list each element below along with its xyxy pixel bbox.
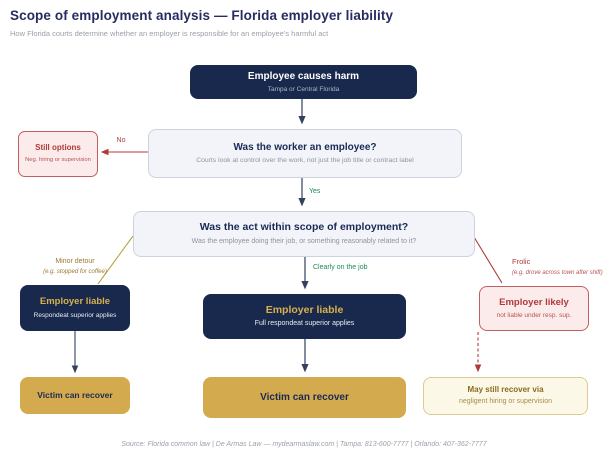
page-title: Scope of employment analysis — Florida e… [10, 8, 394, 23]
node-subtitle: Neg. hiring or supervision [25, 157, 91, 164]
node-subtitle: negligent hiring or supervision [459, 398, 552, 406]
edge-label-yes: Yes [309, 188, 321, 195]
edge-label-frolic-note: (e.g. drove across town after shift) [512, 270, 603, 276]
node-employer-liable-detour: Employer liable Respondeat superior appl… [20, 285, 130, 331]
edge-label-no: No [116, 137, 126, 144]
edge-label-clearly-on-job: Clearly on the job [313, 264, 368, 271]
node-victim-recover-center: Victim can recover [203, 377, 406, 418]
page-subtitle: How Florida courts determine whether an … [10, 29, 329, 38]
node-title: Employer liable [265, 303, 344, 316]
node-title: Victim can recover [260, 392, 349, 403]
node-question-scope-of-employment: Was the act within scope of employment? … [133, 211, 475, 257]
edge-label-minor-detour-note: (e.g. stopped for coffee) [43, 269, 107, 275]
node-subtitle: Tampa or Central Florida [267, 85, 340, 93]
node-question-worker-employee: Was the worker an employee? Courts look … [148, 129, 462, 178]
node-title: May still recover via [467, 385, 544, 395]
node-title: Employer liable [39, 296, 111, 308]
node-title: Was the act within scope of employment? [199, 221, 409, 234]
edge-q2-frolic [473, 236, 503, 284]
node-victim-recover-left: Victim can recover [20, 377, 130, 414]
node-title: Still options [35, 143, 81, 153]
node-title: Employee causes harm [247, 70, 360, 82]
node-subtitle: not liable under resp. sup. [496, 312, 572, 320]
edge-label-minor-detour: Minor detour [55, 258, 95, 265]
node-title: Was the worker an employee? [233, 142, 377, 154]
node-employee-causes-harm: Employee causes harm Tampa or Central Fl… [190, 65, 417, 99]
node-employer-liable-onjob: Employer liable Full respondeat superior… [203, 294, 406, 339]
node-still-options: Still options Neg. hiring or supervision [18, 131, 98, 177]
node-subtitle: Courts look at control over the work, no… [196, 157, 414, 165]
node-subtitle: Was the employee doing their job, or som… [191, 237, 417, 245]
node-employer-likely-not-liable: Employer likely not liable under resp. s… [479, 286, 589, 331]
node-title: Employer likely [499, 296, 569, 308]
node-may-still-recover: May still recover via negligent hiring o… [423, 377, 588, 415]
edge-label-frolic: Frolic [512, 257, 531, 266]
node-subtitle: Full respondeat superior applies [254, 320, 355, 328]
footer-source-line: Source: Florida common law | De Armas La… [121, 441, 487, 448]
node-subtitle: Respondeat superior applies [33, 311, 117, 319]
node-title: Victim can recover [37, 389, 113, 400]
